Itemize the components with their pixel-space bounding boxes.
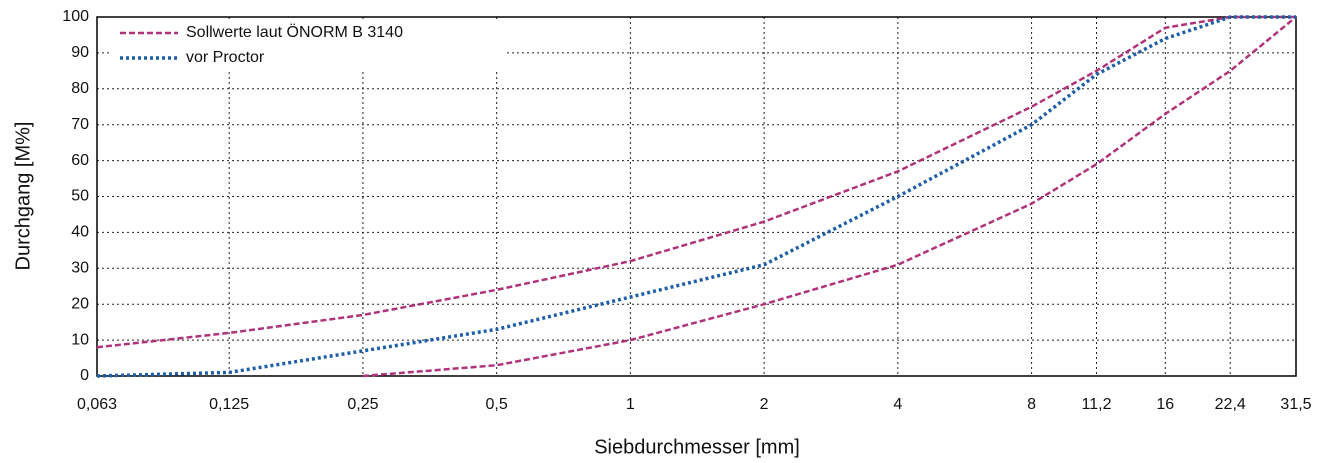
x-tick-label: 2 <box>760 396 769 413</box>
x-tick-label: 0,25 <box>347 396 378 413</box>
legend-label: Sollwerte laut ÖNORM B 3140 <box>186 23 403 41</box>
series-line <box>96 15 1296 349</box>
legend-label: vor Proctor <box>186 49 265 66</box>
y-tick-label: 40 <box>71 224 89 241</box>
x-tick-label: 8 <box>1027 396 1036 413</box>
y-tick-label: 30 <box>71 260 89 277</box>
series-line <box>362 16 1297 378</box>
x-tick-label: 0,5 <box>486 396 508 413</box>
y-tick-label: 10 <box>71 331 89 348</box>
y-tick-label: 60 <box>71 152 89 169</box>
x-tick-label: 1 <box>626 396 635 413</box>
plot-frame <box>96 16 1297 377</box>
x-tick-label: 31,5 <box>1280 396 1311 413</box>
x-tick-label: 22,4 <box>1215 396 1246 413</box>
y-tick-label: 100 <box>62 8 89 25</box>
y-tick-label: 20 <box>71 295 89 312</box>
y-tick-label: 0 <box>80 367 89 384</box>
x-tick-label: 0,125 <box>209 396 249 413</box>
y-tick-label: 70 <box>71 116 89 133</box>
x-axis-label: Siebdurchmesser [mm] <box>594 436 800 458</box>
x-tick-label: 11,2 <box>1082 396 1112 413</box>
y-tick-label: 80 <box>71 80 89 97</box>
y-axis-label: Durchgang [M%] <box>12 122 34 271</box>
y-tick-label: 90 <box>71 44 89 61</box>
y-tick-label: 50 <box>71 188 89 205</box>
x-tick-label: 4 <box>893 396 902 413</box>
x-tick-label: 16 <box>1156 396 1174 413</box>
legend-box <box>110 20 505 72</box>
x-tick-label: 0,063 <box>77 396 117 413</box>
